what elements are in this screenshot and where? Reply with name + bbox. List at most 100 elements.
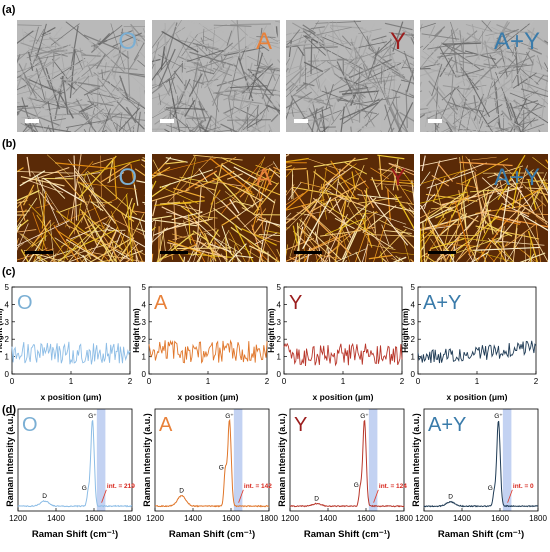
sample-label: A+Y bbox=[428, 414, 466, 436]
y-tick-label: 4 bbox=[277, 300, 282, 309]
y-axis-label: Height (nm) bbox=[267, 308, 276, 353]
x-axis-label: x position (μm) bbox=[447, 392, 508, 402]
y-tick-label: 5 bbox=[142, 283, 147, 292]
x-tick-label: 0 bbox=[416, 377, 421, 386]
y-tick-label: 0 bbox=[277, 370, 282, 379]
raman-spectrum-line bbox=[289, 419, 405, 508]
micrograph-4: A+Y bbox=[420, 20, 548, 132]
afm-image-1: O bbox=[17, 154, 145, 262]
x-tick-label: 1400 bbox=[453, 514, 471, 523]
peak-label-g: G bbox=[354, 482, 359, 489]
y-axis-label: Height (nm) bbox=[401, 308, 410, 353]
scale-bar bbox=[25, 251, 53, 254]
afm-image-3: Y bbox=[286, 154, 414, 262]
sample-label: A+Y bbox=[423, 292, 461, 314]
micrograph-1: O bbox=[17, 20, 145, 132]
scale-bar bbox=[428, 251, 456, 254]
sample-label: O bbox=[118, 164, 137, 191]
x-tick-label: 1400 bbox=[184, 514, 202, 523]
plot-frame bbox=[154, 408, 270, 512]
intensity-label: int. = 0 bbox=[513, 483, 534, 490]
y-tick-label: 4 bbox=[142, 300, 147, 309]
y-axis-label: Raman Intensity (a.u.) bbox=[277, 413, 287, 507]
y-tick-label: 1 bbox=[142, 353, 147, 362]
plot-frame bbox=[289, 408, 405, 512]
peak-label-d: D bbox=[314, 495, 319, 502]
y-tick-label: 1 bbox=[277, 353, 282, 362]
peak-label-g: G bbox=[219, 465, 224, 472]
x-tick-label: 1600 bbox=[222, 514, 240, 523]
sample-label: A bbox=[255, 28, 272, 55]
y-tick-label: 0 bbox=[5, 370, 10, 379]
intensity-label: int. = 124 bbox=[379, 483, 407, 490]
x-tick-label: 1600 bbox=[357, 514, 375, 523]
x-tick-label: 1800 bbox=[529, 514, 547, 523]
y-tick-label: 2 bbox=[142, 335, 147, 344]
x-tick-label: 0 bbox=[147, 377, 152, 386]
y-tick-label: 2 bbox=[277, 335, 282, 344]
y-tick-label: 2 bbox=[5, 335, 10, 344]
x-tick-label: 1400 bbox=[47, 514, 65, 523]
y-tick-label: 4 bbox=[5, 300, 10, 309]
sample-label: O bbox=[118, 28, 137, 55]
y-tick-label: 3 bbox=[411, 318, 416, 327]
raman-chart-3: 1200 1400 1600 1800 Raman Intensity (a.u.) Ra… bbox=[277, 408, 413, 540]
sample-label: A+Y bbox=[493, 164, 540, 191]
intensity-label: int. = 219 bbox=[107, 483, 135, 490]
peak-label-gplus: G⁺ bbox=[225, 413, 234, 420]
sample-label: O bbox=[17, 292, 33, 314]
height-profile-line bbox=[283, 342, 403, 367]
y-axis-label: Height (nm) bbox=[132, 308, 141, 353]
y-tick-label: 5 bbox=[411, 283, 416, 292]
sample-label: A bbox=[255, 164, 272, 191]
integration-band bbox=[96, 409, 106, 511]
scale-bar bbox=[160, 251, 188, 254]
x-tick-label: 1 bbox=[206, 377, 211, 386]
y-tick-label: 1 bbox=[411, 353, 416, 362]
intensity-arrow bbox=[101, 489, 107, 503]
sample-label: Y bbox=[294, 414, 307, 436]
sample-label: Y bbox=[289, 292, 302, 314]
x-axis-label: Raman Shift (cm⁻¹) bbox=[32, 529, 118, 540]
peak-label-gplus: G⁺ bbox=[494, 413, 503, 420]
x-tick-label: 1200 bbox=[9, 514, 27, 523]
x-tick-label: 2 bbox=[400, 377, 405, 386]
scale-bar bbox=[160, 119, 174, 123]
raman-spectrum-line bbox=[423, 420, 539, 508]
integration-band bbox=[368, 409, 378, 511]
sample-label: Y bbox=[389, 28, 406, 55]
y-tick-label: 0 bbox=[142, 370, 147, 379]
x-tick-label: 1200 bbox=[415, 514, 433, 523]
y-tick-label: 0 bbox=[411, 370, 416, 379]
x-tick-label: 1 bbox=[69, 377, 74, 386]
raman-spectrum-line bbox=[17, 420, 133, 508]
x-tick-label: 1200 bbox=[146, 514, 164, 523]
x-tick-label: 1800 bbox=[123, 514, 141, 523]
raman-chart-1: 1200 1400 1600 1800 Raman Intensity (a.u.) Ra… bbox=[5, 408, 141, 540]
raman-chart-4: 1200 1400 1600 1800 Raman Intensity (a.u.) Ra… bbox=[411, 408, 547, 540]
x-tick-label: 0 bbox=[10, 377, 15, 386]
peak-label-gplus: G⁺ bbox=[360, 413, 369, 420]
x-axis-label: x position (μm) bbox=[41, 392, 102, 402]
panel-label-b: (b) bbox=[2, 138, 17, 150]
scale-bar bbox=[294, 251, 322, 254]
integration-band bbox=[233, 409, 243, 511]
panel-label-a: (a) bbox=[2, 4, 16, 16]
intensity-label: int. = 142 bbox=[244, 483, 272, 490]
peak-label-g: G bbox=[82, 485, 87, 492]
raman-spectrum-line bbox=[154, 418, 270, 508]
panel-label-c: (c) bbox=[2, 266, 16, 278]
sample-label: Y bbox=[389, 164, 406, 191]
height-profile-line bbox=[11, 341, 131, 365]
x-axis-label: x position (μm) bbox=[178, 392, 239, 402]
y-axis-label: Raman Intensity (a.u.) bbox=[411, 413, 421, 507]
scale-bar bbox=[25, 119, 39, 123]
y-tick-label: 3 bbox=[277, 318, 282, 327]
peak-label-d: D bbox=[179, 488, 184, 495]
x-tick-label: 2 bbox=[128, 377, 133, 386]
scale-bar bbox=[294, 119, 308, 123]
y-tick-label: 3 bbox=[5, 318, 10, 327]
